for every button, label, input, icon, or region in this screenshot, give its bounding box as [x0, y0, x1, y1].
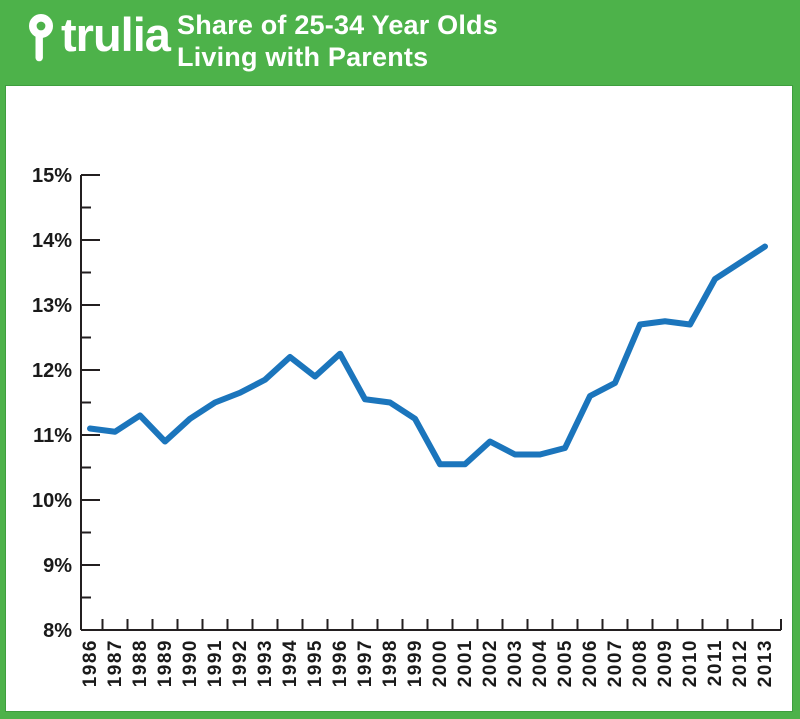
y-tick-label: 11% — [33, 425, 72, 447]
x-tick-label: 1989 — [155, 639, 176, 687]
logo-wordmark: trulia — [61, 8, 171, 61]
x-tick-label: 1997 — [355, 639, 376, 687]
y-tick-label: 13% — [32, 295, 72, 317]
x-tick-label: 2005 — [555, 639, 576, 687]
x-tick-label: 2002 — [480, 639, 501, 687]
y-tick-label: 12% — [32, 360, 72, 382]
y-tick-label: 15% — [32, 165, 72, 187]
y-tick-label: 8% — [43, 620, 72, 642]
x-tick-label: 1986 — [80, 639, 101, 687]
x-tick-label: 2008 — [630, 639, 651, 687]
header-banner: trulia Share of 25-34 Year Olds Living w… — [0, 0, 800, 85]
x-tick-label: 2011 — [705, 639, 726, 686]
x-tick-label: 1999 — [405, 639, 426, 687]
x-tick-label: 2000 — [430, 639, 451, 687]
x-tick-label: 2001 — [455, 639, 476, 687]
x-tick-labels: 1986 1987 1988 1989 1990 1991 1992 1993 1994 1995… — [80, 639, 776, 687]
x-tick-label: 2009 — [655, 639, 676, 687]
trulia-logo: trulia — [28, 8, 171, 62]
chart-panel — [5, 85, 793, 712]
x-tick-label: 1994 — [280, 639, 301, 687]
chart-title-line1: Share of 25-34 Year Olds — [177, 10, 498, 40]
chart-title-line2: Living with Parents — [177, 42, 429, 72]
data-line-series — [87, 243, 768, 468]
axes — [80, 174, 782, 631]
x-tick-label: 1996 — [330, 639, 351, 687]
x-tick-label: 1992 — [230, 639, 251, 687]
x-tick-label: 2006 — [580, 639, 601, 687]
x-tick-label: 2003 — [505, 639, 526, 687]
x-tick-label: 1991 — [205, 639, 226, 687]
y-tick-labels: 15% 14% 13% 12% 11% 10% 9% 8% — [32, 165, 72, 642]
x-tick-label: 1990 — [180, 639, 201, 687]
x-tick-label: 2007 — [605, 639, 626, 687]
map-pin-icon — [29, 14, 53, 62]
y-tick-label: 14% — [32, 230, 72, 252]
x-tick-label: 2013 — [755, 639, 776, 687]
chart-title: Share of 25-34 Year Olds Living with Par… — [177, 9, 498, 73]
y-tick-label: 10% — [32, 490, 72, 512]
x-tick-label: 1995 — [305, 639, 326, 687]
x-tick-label: 1998 — [380, 639, 401, 687]
x-tick-label: 2004 — [530, 639, 551, 687]
x-tick-label: 1988 — [130, 639, 151, 687]
y-tick-label: 9% — [43, 555, 72, 577]
x-tick-label: 2010 — [680, 639, 701, 687]
x-tick-label: 1987 — [105, 639, 126, 687]
x-tick-label: 1993 — [255, 639, 276, 687]
x-tick-label: 2012 — [730, 639, 751, 687]
